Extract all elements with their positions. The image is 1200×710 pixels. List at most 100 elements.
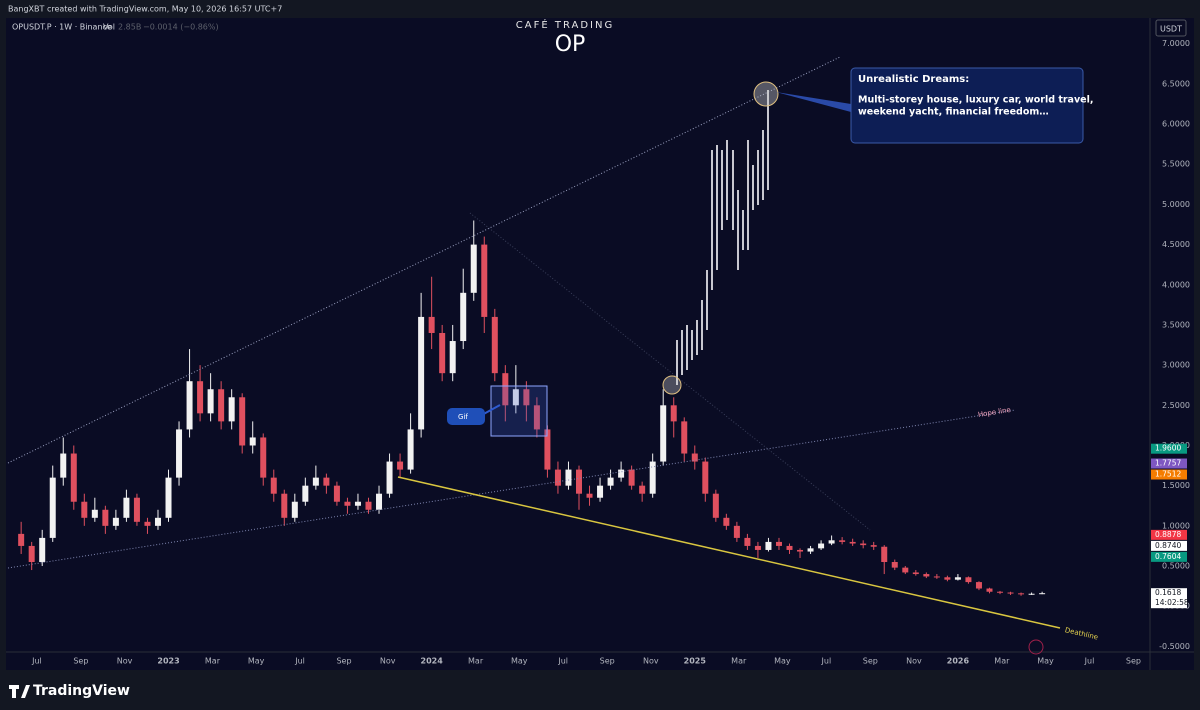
y-tick-label: 5.0000 bbox=[1162, 200, 1190, 209]
candle-body bbox=[354, 501, 361, 506]
candle-body bbox=[112, 517, 119, 526]
x-tick-label: Jul bbox=[294, 657, 305, 666]
y-tick-label: 4.0000 bbox=[1162, 280, 1190, 289]
x-tick-label: Nov bbox=[117, 657, 133, 666]
candle-body bbox=[954, 577, 961, 580]
callout-box bbox=[850, 67, 1084, 144]
candle-body bbox=[639, 485, 646, 494]
candle-body bbox=[386, 461, 393, 494]
price-label-text: 0.8740 bbox=[1155, 541, 1181, 550]
candle-body bbox=[628, 469, 635, 486]
candle-body bbox=[975, 582, 982, 589]
candle-body bbox=[144, 521, 151, 526]
candle-body bbox=[365, 501, 372, 510]
candle-body bbox=[860, 543, 867, 546]
candle-body bbox=[228, 397, 235, 422]
candle-body bbox=[807, 548, 814, 552]
price-label bbox=[1151, 588, 1187, 609]
candles bbox=[18, 220, 1046, 596]
candle-body bbox=[1018, 593, 1025, 595]
candle-body bbox=[470, 244, 477, 293]
candle-body bbox=[923, 574, 930, 577]
candle-body bbox=[533, 405, 540, 430]
candle-body bbox=[670, 405, 677, 422]
candle-body bbox=[439, 332, 446, 374]
y-tick-label: 2.5000 bbox=[1162, 401, 1190, 410]
candle-body bbox=[902, 567, 909, 573]
price-label bbox=[1151, 443, 1187, 454]
candle-body bbox=[786, 545, 793, 550]
y-tick-label: 1.5000 bbox=[1162, 481, 1190, 490]
x-tick-label: May bbox=[1037, 657, 1054, 666]
candle-body bbox=[428, 316, 435, 333]
candle-body bbox=[544, 429, 551, 470]
y-tick-label: 0.5000 bbox=[1162, 562, 1190, 571]
gif-box bbox=[490, 385, 548, 437]
candle-body bbox=[397, 461, 404, 470]
candle-body bbox=[239, 397, 246, 446]
candle-body bbox=[91, 509, 98, 518]
x-tick-label: 2025 bbox=[684, 657, 707, 666]
candle-body bbox=[702, 461, 709, 494]
alert-icon[interactable] bbox=[1028, 639, 1044, 655]
price-label-text: 0.8878 bbox=[1155, 530, 1181, 539]
candle-body bbox=[123, 497, 130, 518]
candle-body bbox=[891, 562, 898, 568]
candle-body bbox=[597, 485, 604, 498]
x-tick-label: Sep bbox=[1126, 657, 1141, 666]
candle-body bbox=[733, 525, 740, 538]
candle-body bbox=[502, 373, 509, 406]
candle-body bbox=[344, 501, 351, 506]
candle-body bbox=[1028, 593, 1035, 595]
symbol: OPUSDT.P · 1W · Binance bbox=[12, 23, 112, 32]
candle-body bbox=[681, 421, 688, 454]
candle-body bbox=[912, 572, 919, 575]
price-label bbox=[1151, 458, 1187, 469]
candle-body bbox=[576, 469, 582, 494]
x-tick-label: Jul bbox=[1084, 657, 1095, 666]
candle-body bbox=[586, 493, 593, 498]
candle-body bbox=[481, 244, 488, 317]
chart-title: OP bbox=[555, 32, 586, 57]
death-line bbox=[397, 476, 1061, 629]
y-tick-label: 7.0000 bbox=[1162, 39, 1190, 48]
candle-body bbox=[723, 517, 730, 526]
y-tick-label: 5.5000 bbox=[1162, 160, 1190, 169]
candle-body bbox=[218, 389, 225, 422]
candle-body bbox=[176, 429, 183, 478]
upper-trendline bbox=[7, 56, 841, 464]
price-label bbox=[1151, 469, 1187, 480]
x-tick-label: Nov bbox=[380, 657, 396, 666]
vol-label: Vol bbox=[103, 23, 115, 32]
candle-body bbox=[775, 541, 782, 546]
x-tick-label: Sep bbox=[600, 657, 615, 666]
callout-text: Multi-storey house, luxury car, world tr… bbox=[858, 95, 1093, 106]
y-tick-label: 6.0000 bbox=[1162, 120, 1190, 129]
x-tick-label: Mar bbox=[205, 657, 221, 666]
x-tick-label: May bbox=[774, 657, 791, 666]
x-tick-label: 2026 bbox=[947, 657, 970, 666]
candle-body bbox=[376, 493, 383, 510]
x-tick-label: Jul bbox=[821, 657, 832, 666]
currency: USDT bbox=[1160, 25, 1182, 34]
x-tick-label: May bbox=[248, 657, 265, 666]
candle-body bbox=[997, 591, 1004, 593]
callout-text: weekend yacht, financial freedom… bbox=[858, 107, 1049, 118]
y-tick-label: 6.5000 bbox=[1162, 79, 1190, 88]
candle-body bbox=[260, 437, 267, 478]
y-tick-label: -0.5000 bbox=[1159, 642, 1190, 651]
currency-box[interactable] bbox=[1155, 19, 1187, 37]
candle-body bbox=[291, 501, 298, 518]
candle-body bbox=[102, 509, 109, 526]
resistance-line bbox=[469, 212, 871, 531]
gif-bubble bbox=[447, 408, 485, 425]
candle-body bbox=[765, 541, 772, 550]
candle-body bbox=[281, 493, 288, 518]
price-label bbox=[1151, 551, 1187, 562]
countdown: 14:02:58 bbox=[1155, 598, 1189, 607]
candle-body bbox=[154, 517, 161, 526]
candle-body bbox=[491, 316, 498, 374]
candle-body bbox=[197, 381, 204, 414]
x-tick-label: Mar bbox=[731, 657, 747, 666]
